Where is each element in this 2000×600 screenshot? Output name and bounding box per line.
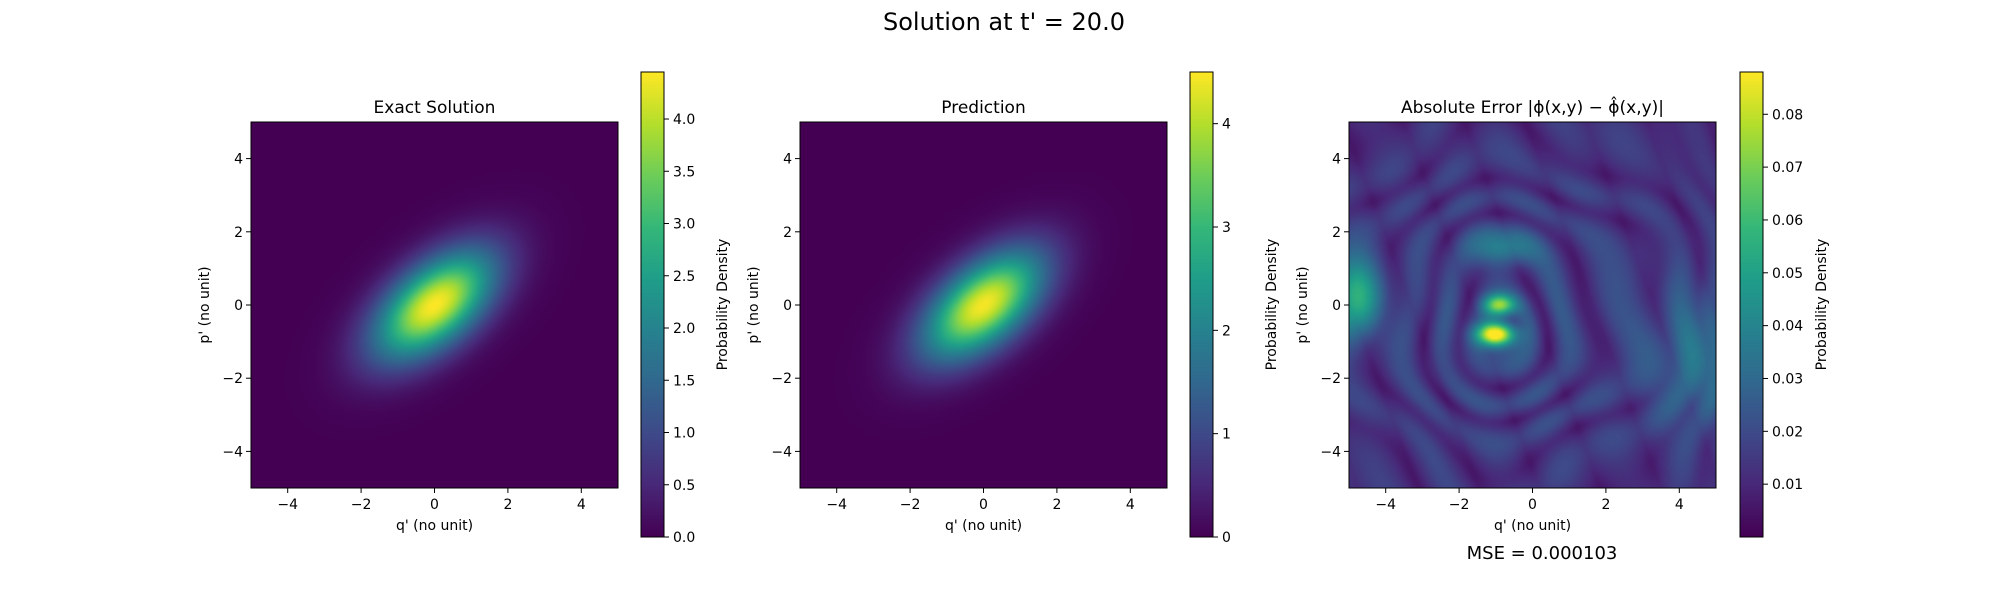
panel-1: Exact Solution −4 −2 0 2 4 −4 −2 0 2 4 q' (no unit)… <box>197 71 731 546</box>
x-axis-label: q' (no unit) <box>945 518 1022 534</box>
colorbar-label: Probability Density <box>715 239 731 371</box>
x-tick-label: −2 <box>1449 497 1470 513</box>
x-tick-label: −2 <box>351 497 372 513</box>
y-tick-label: 4 <box>783 152 792 168</box>
colorbar-tick-label: 0 <box>1222 530 1231 546</box>
colorbar-frame <box>640 71 665 538</box>
panel-title: Absolute Error |ϕ(x,y) − ϕ̂(x,y)| <box>1401 95 1664 118</box>
x-tick-label: −4 <box>1375 497 1396 513</box>
figure-title: Solution at t' = 20.0 <box>883 8 1125 36</box>
heatmap-image <box>251 122 618 488</box>
colorbar-frame <box>1739 71 1764 538</box>
colorbar-tick-label: 0.06 <box>1772 213 1803 229</box>
colorbar-frame <box>1189 71 1214 538</box>
x-tick-label: 0 <box>1528 497 1537 513</box>
y-axis-label: p' (no unit) <box>197 266 213 343</box>
y-tick-label: 0 <box>1332 298 1341 314</box>
y-tick-label: 0 <box>783 298 792 314</box>
colorbar-tick-label: 3.5 <box>673 164 695 180</box>
panel-2: Prediction −4 −2 0 2 4 −4 −2 0 2 4 q' (no unit) p' (… <box>746 71 1280 546</box>
colorbar-tick-label: 1 <box>1222 427 1231 443</box>
x-tick-label: 2 <box>1052 497 1061 513</box>
y-axis-label: p' (no unit) <box>1295 266 1311 343</box>
colorbar-tick-label: 4 <box>1222 117 1231 133</box>
y-tick-label: 2 <box>783 225 792 241</box>
colorbar-tick-label: 0.01 <box>1772 477 1803 493</box>
x-tick-label: 4 <box>1675 497 1684 513</box>
y-axis-label: p' (no unit) <box>746 266 762 343</box>
colorbar-tick-label: 0.08 <box>1772 107 1803 123</box>
colorbar-tick-label: 0.07 <box>1772 160 1803 176</box>
colorbar-tick-label: 0.02 <box>1772 424 1803 440</box>
colorbar-tick-label: 3 <box>1222 220 1231 236</box>
heatmap-image <box>1349 122 1716 488</box>
colorbar <box>641 72 664 537</box>
colorbar <box>1740 72 1763 537</box>
y-tick-label: 2 <box>234 225 243 241</box>
y-tick-label: 4 <box>1332 152 1341 168</box>
y-tick-label: −2 <box>222 371 243 387</box>
y-tick-label: 0 <box>234 298 243 314</box>
panel-title: Exact Solution <box>374 98 496 118</box>
colorbar-label: Probability Density <box>1264 239 1280 371</box>
colorbar <box>1190 72 1213 537</box>
x-tick-label: −4 <box>277 497 298 513</box>
y-tick-label: −4 <box>222 444 243 460</box>
colorbar-tick-label: 2.5 <box>673 269 695 285</box>
x-tick-label: 0 <box>430 497 439 513</box>
colorbar-tick-label: 0.05 <box>1772 266 1803 282</box>
colorbar-tick-label: 0.03 <box>1772 371 1803 387</box>
colorbar-tick-label: 2 <box>1222 323 1231 339</box>
x-tick-label: 4 <box>1126 497 1135 513</box>
y-tick-label: −2 <box>1320 371 1341 387</box>
x-tick-label: 2 <box>1601 497 1610 513</box>
panel-3: Absolute Error |ϕ(x,y) − ϕ̂(x,y)| −4 −2 0 2 4… <box>1295 71 1830 538</box>
y-tick-label: −2 <box>771 371 792 387</box>
colorbar-tick-label: 1.0 <box>673 426 695 442</box>
colorbar-label: Probability Density <box>1814 239 1830 371</box>
colorbar-tick-label: 4.0 <box>673 112 695 128</box>
colorbar-tick-label: 0.5 <box>673 478 695 494</box>
y-tick-label: 4 <box>234 152 243 168</box>
panel-title: Prediction <box>941 98 1025 118</box>
y-tick-label: −4 <box>771 444 792 460</box>
colorbar-tick-label: 2.0 <box>673 321 695 337</box>
colorbar-tick-label: 3.0 <box>673 217 695 233</box>
panels: Exact Solution −4 −2 0 2 4 −4 −2 0 2 4 q' (no unit)… <box>197 71 1830 546</box>
y-tick-label: 2 <box>1332 225 1341 241</box>
mse-label: MSE = 0.000103 <box>1467 543 1618 564</box>
x-axis-label: q' (no unit) <box>1494 518 1571 534</box>
colorbar-tick-label: 1.5 <box>673 373 695 389</box>
x-tick-label: 2 <box>503 497 512 513</box>
colorbar-tick-label: 0.0 <box>673 530 695 546</box>
y-tick-label: −4 <box>1320 444 1341 460</box>
x-tick-label: 0 <box>979 497 988 513</box>
colorbar-tick-label: 0.04 <box>1772 319 1803 335</box>
heatmap-image <box>800 122 1167 488</box>
x-tick-label: 4 <box>577 497 586 513</box>
x-tick-label: −2 <box>900 497 921 513</box>
x-axis-label: q' (no unit) <box>396 518 473 534</box>
x-tick-label: −4 <box>826 497 847 513</box>
